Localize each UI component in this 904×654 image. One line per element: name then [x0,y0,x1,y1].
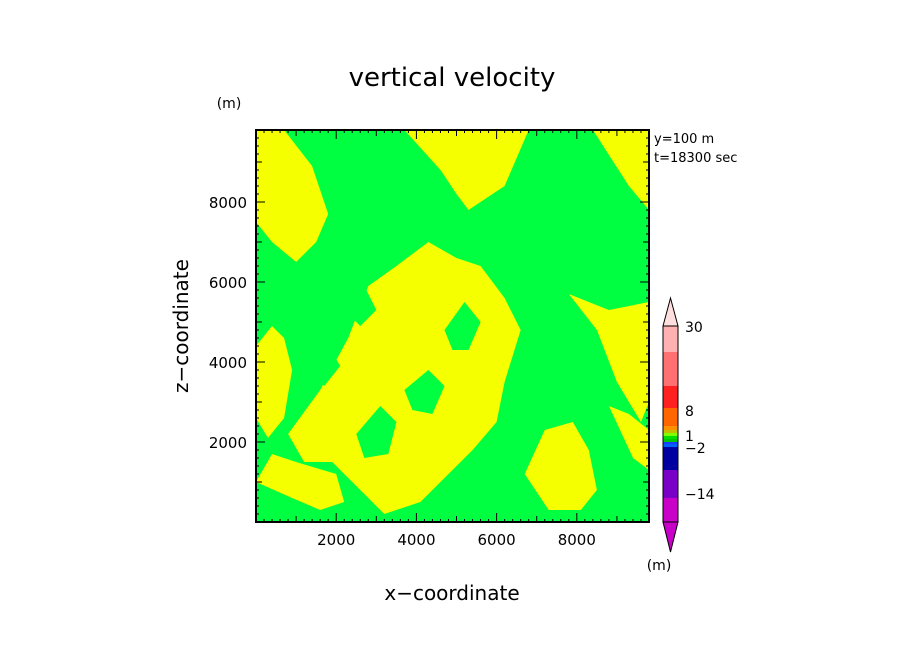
green-region-3 [340,286,377,326]
x-tick-label: 4000 [397,531,435,549]
colorbar-segment [663,408,678,426]
yellow-region-0 [256,326,293,438]
colorbar-segment [663,326,678,352]
chart-title: vertical velocity [349,63,556,93]
y-tick-label: 4000 [209,354,247,372]
colorbar-segment [663,470,678,498]
yellow-region-4 [592,130,649,210]
y-axis: 2000 4000 6000 8000 [209,129,649,523]
yellow-region-5 [568,294,649,422]
green-region-1 [404,370,445,414]
colorbar-segment [663,352,678,386]
colorbar-label: −14 [685,487,715,503]
y-unit-label: (m) [217,96,242,112]
green-region-2 [444,302,481,350]
colorbar-label: 8 [685,404,694,420]
green-region-4 [312,346,341,386]
colorbar-top-arrow [662,296,679,327]
x-tick-label: 6000 [478,531,516,549]
annotation-t: t=18300 sec [654,151,737,166]
colorbar-bottom-arrow [662,521,679,553]
yellow-region-7 [524,422,597,510]
colorbar-segment [663,430,678,433]
colorbar-segment [663,446,678,470]
contour-field [256,130,649,522]
colorbar-segment [663,498,678,522]
yellow-region-6 [256,454,345,510]
plot-frame [255,129,650,523]
colorbar-frame [662,325,679,523]
colorbar-label: −2 [685,441,706,457]
colorbar-label: 1 [685,429,694,445]
colorbar-segment [663,386,678,408]
yellow-region-3 [404,130,529,210]
colorbar-unit: (m) [647,558,672,574]
x-tick-label: 2000 [317,531,355,549]
colorbar-segment [663,433,678,436]
contour-regions [256,130,649,514]
colorbar: 30 8 1−2 −14 [662,296,715,553]
colorbar-segment [663,444,678,447]
annotation-y: y=100 m [654,132,714,147]
y-tick-label: 2000 [209,434,247,452]
green-region-0 [356,406,397,458]
y-tick-label: 6000 [209,274,247,292]
x-axis-label: x−coordinate [384,581,519,605]
yellow-region-8 [608,406,649,470]
y-tick-label: 8000 [209,194,247,212]
yellow-region-2 [256,130,329,262]
colorbar-segment [663,426,678,432]
colorbar-segment [663,436,678,439]
x-tick-label: 8000 [558,531,596,549]
y-axis-label: z−coordinate [169,259,193,393]
colorbar-label: 30 [685,320,703,336]
